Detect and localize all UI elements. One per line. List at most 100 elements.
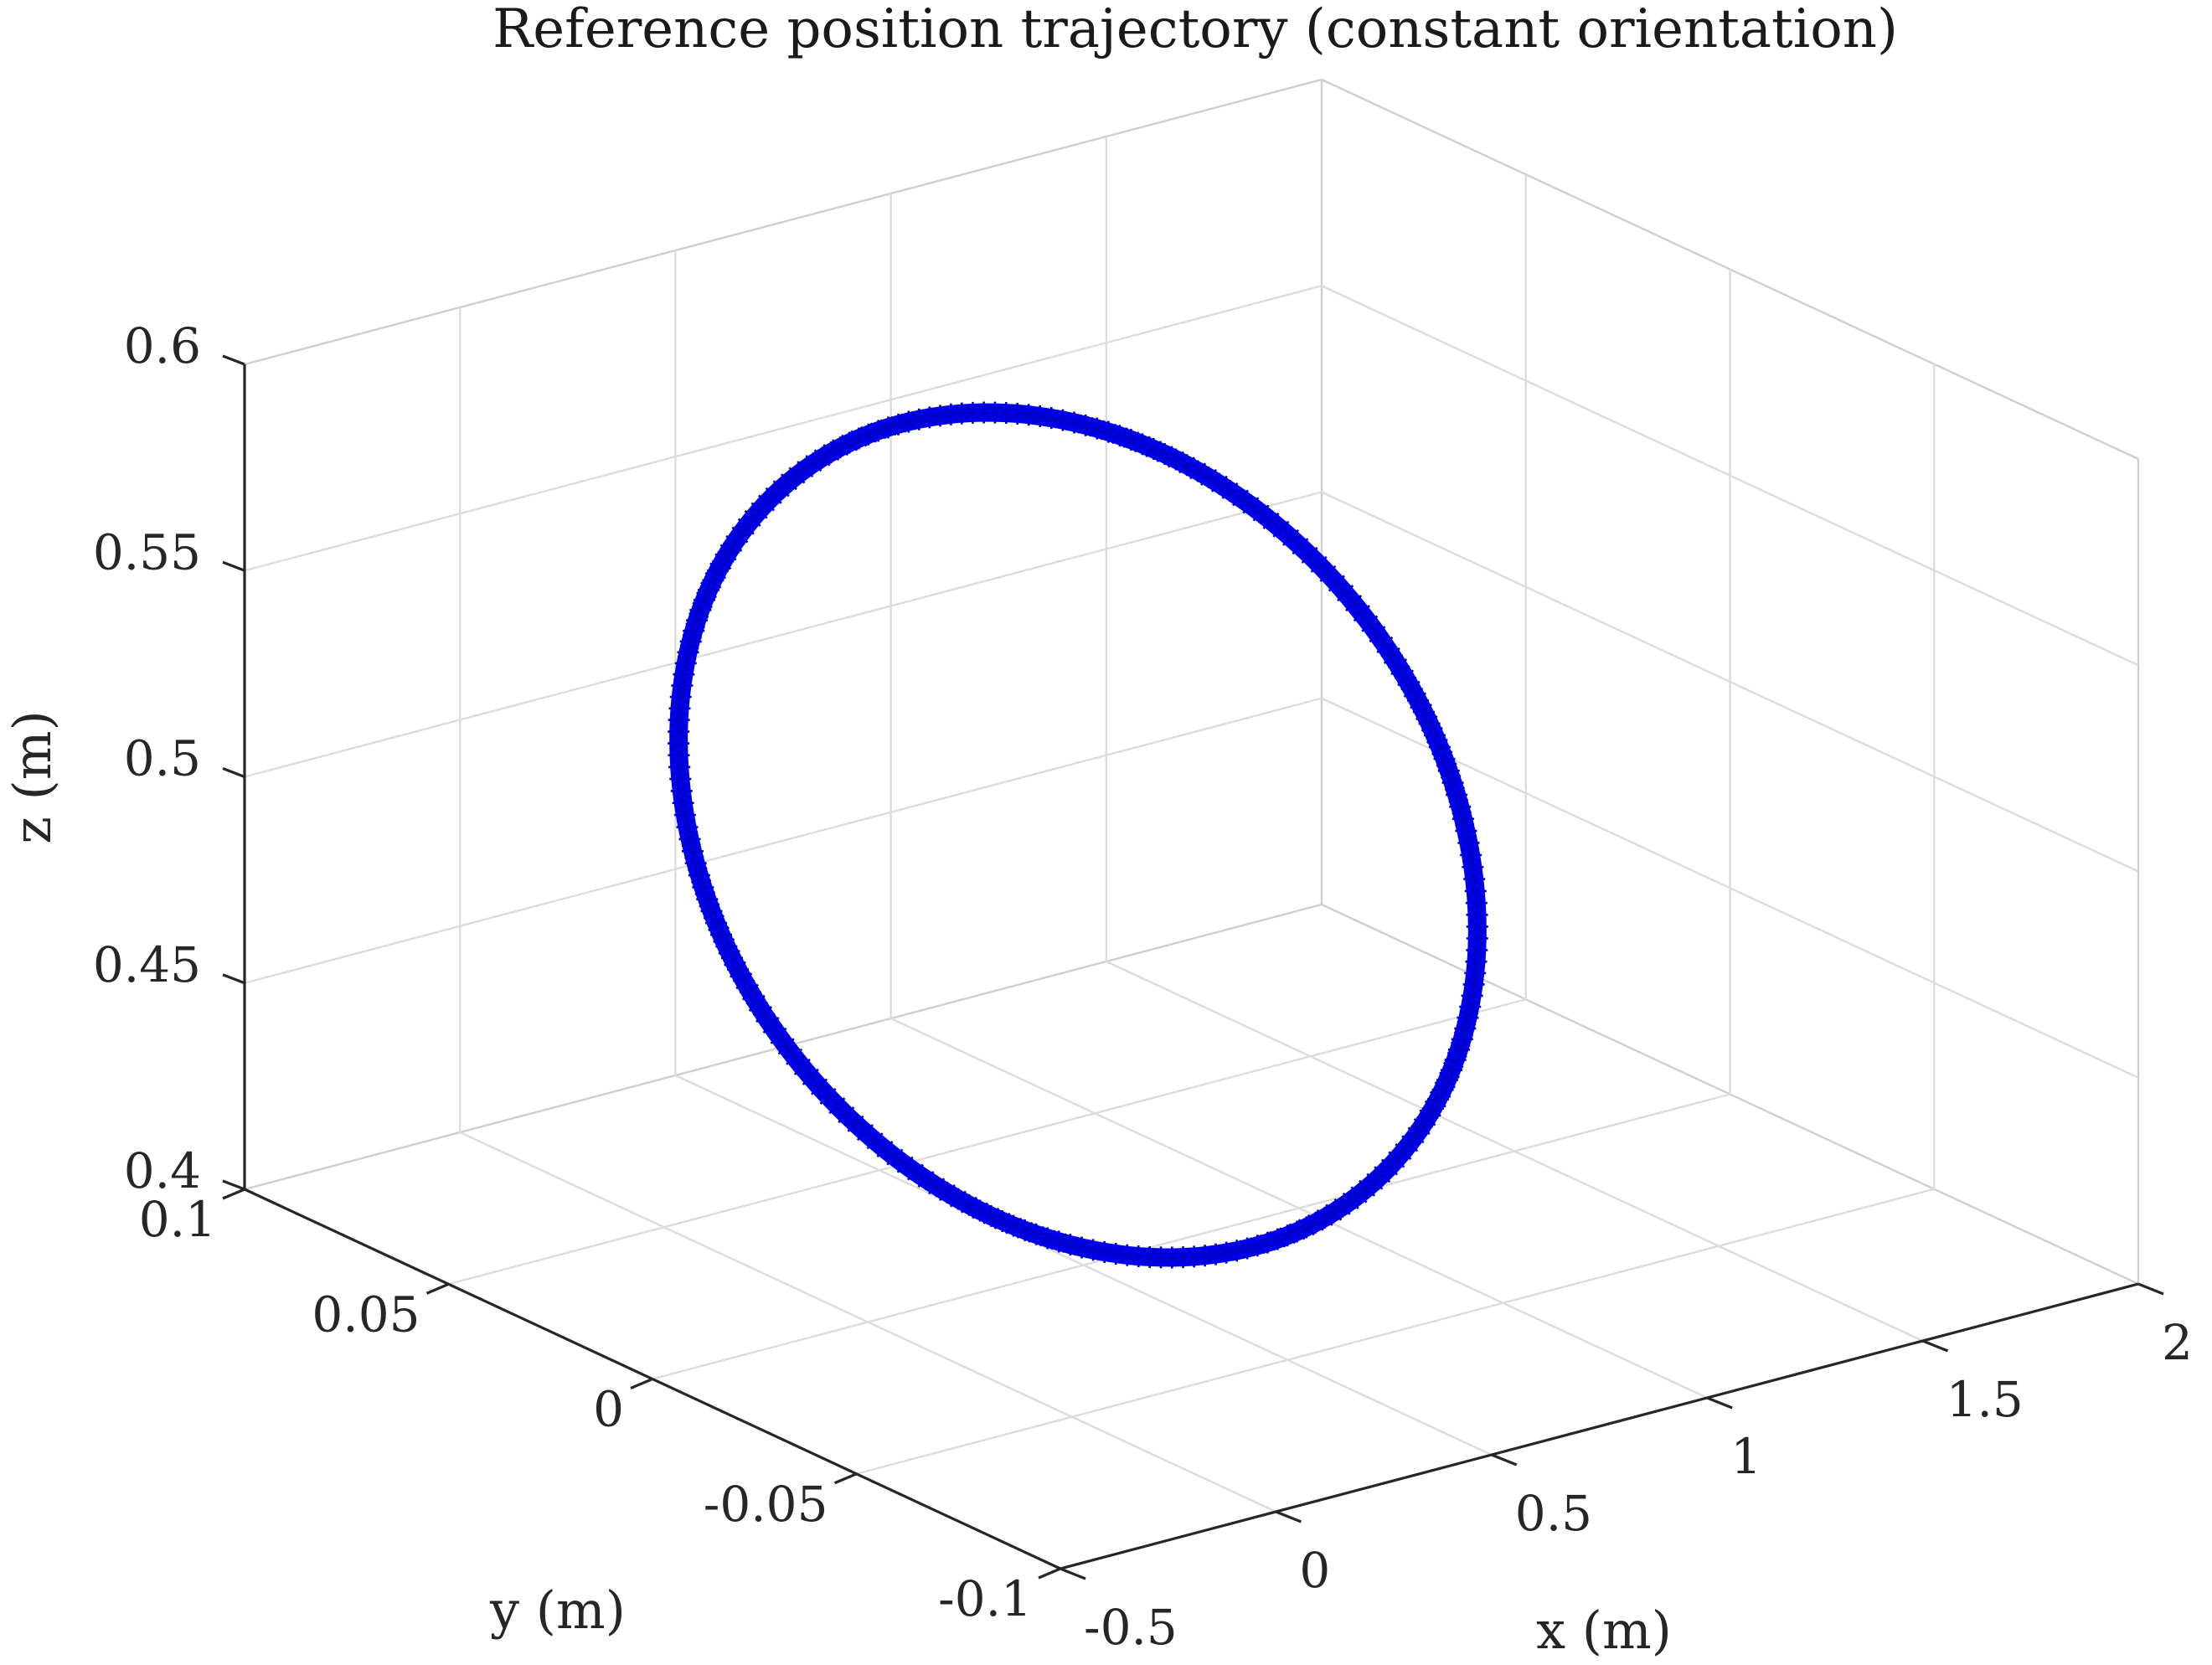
trajectory-marker-39 xyxy=(1444,1049,1467,1071)
x-tick-mark-0 xyxy=(1060,1567,1086,1580)
trajectory-marker-112 xyxy=(767,1024,790,1047)
grid-y-floor-2 xyxy=(652,1093,1730,1380)
trajectory-marker-7 xyxy=(1400,678,1423,700)
trajectory-marker-169 xyxy=(820,441,843,464)
trajectory-marker-67 xyxy=(1236,1237,1259,1260)
trajectory-marker-59 xyxy=(1313,1206,1336,1229)
trajectory-marker-202 xyxy=(1176,454,1199,477)
trajectory-marker-184 xyxy=(972,401,995,424)
trajectory-marker-123 xyxy=(700,900,723,922)
trajectory-marker-168 xyxy=(811,446,833,469)
trajectory-marker-145 xyxy=(677,641,699,663)
trajectory-marker-156 xyxy=(723,532,745,554)
trajectory-marker-44 xyxy=(1421,1097,1444,1120)
grid-z-right-wall-3 xyxy=(1321,285,2139,667)
trajectory-marker-148 xyxy=(686,609,709,631)
trajectory-marker-63 xyxy=(1276,1224,1299,1247)
trajectory-marker-9 xyxy=(1413,701,1436,724)
trajectory-marker-11 xyxy=(1423,724,1446,746)
axis-ticks: 0.4 0.45 0.5 0.55 0.6 -0.1 -0.05 0 0.05 0.1 -0.5 0 0… xyxy=(93,317,2193,1656)
trajectory-marker-219 xyxy=(1343,592,1365,615)
trajectory-marker-29 xyxy=(1466,939,1488,961)
trajectory-marker-88 xyxy=(1003,1214,1025,1237)
trajectory-marker-132 xyxy=(672,791,694,814)
trajectory-marker-185 xyxy=(983,401,1006,424)
y-tick-mark-1 xyxy=(833,1472,858,1485)
grid-y-floor-1 xyxy=(856,1188,1935,1475)
trajectory-marker-180 xyxy=(929,405,951,427)
trajectory-marker-81 xyxy=(1082,1239,1105,1261)
trajectory-marker-121 xyxy=(710,924,733,946)
trajectory-marker-17 xyxy=(1449,796,1472,818)
trajectory-marker-131 xyxy=(673,804,696,827)
trajectory-marker-28 xyxy=(1466,927,1488,950)
trajectory-marker-72 xyxy=(1183,1245,1205,1268)
axes-box xyxy=(244,78,2140,1286)
trajectory-marker-60 xyxy=(1304,1211,1327,1234)
trajectory-marker-190 xyxy=(1040,407,1063,430)
trajectory-marker-19 xyxy=(1455,820,1477,843)
trajectory-marker-24 xyxy=(1464,879,1487,902)
trajectory-marker-18 xyxy=(1452,807,1475,830)
trajectory-marker-199 xyxy=(1142,438,1165,461)
trajectory-marker-8 xyxy=(1407,689,1430,712)
z-tick-label-2: 0.5 xyxy=(124,730,201,787)
trajectory-marker-73 xyxy=(1172,1246,1194,1269)
trajectory-marker-14 xyxy=(1437,760,1460,782)
trajectory-marker-155 xyxy=(717,541,740,564)
y-tick-label-0: -0.1 xyxy=(938,1570,1032,1627)
trajectory-marker-64 xyxy=(1266,1228,1289,1250)
trajectory-marker-94 xyxy=(936,1182,958,1204)
trajectory-marker-133 xyxy=(670,780,693,802)
trajectory-marker-128 xyxy=(681,840,704,863)
trajectory-marker-146 xyxy=(679,630,702,652)
trajectory-marker-205 xyxy=(1208,472,1230,495)
trajectory-marker-117 xyxy=(733,970,755,992)
trajectory-marker-43 xyxy=(1426,1088,1449,1111)
trajectory-marker-93 xyxy=(946,1188,969,1210)
trajectory-marker-83 xyxy=(1059,1234,1081,1256)
grid-y-floor-3 xyxy=(448,998,1527,1286)
trajectory-marker-69 xyxy=(1215,1241,1238,1264)
trajectory-marker-47 xyxy=(1405,1124,1427,1147)
trajectory-marker-102 xyxy=(853,1121,876,1144)
trajectory-marker-40 xyxy=(1440,1059,1462,1081)
trajectory-marker-140 xyxy=(668,697,691,719)
trajectory-marker-216 xyxy=(1317,563,1339,585)
trajectory-marker-210 xyxy=(1260,509,1282,532)
trajectory-marker-220 xyxy=(1350,602,1373,625)
trajectory-marker-200 xyxy=(1153,443,1176,466)
trajectory-marker-3 xyxy=(1374,633,1396,656)
box-top-back-left-edge xyxy=(244,78,1323,366)
trajectory-marker-188 xyxy=(1018,404,1040,426)
trajectory-marker-4 xyxy=(1380,644,1403,667)
trajectory-marker-42 xyxy=(1431,1079,1454,1101)
x-tick-mark-4 xyxy=(1922,1339,1949,1353)
trajectory-marker-211 xyxy=(1270,518,1292,540)
trajectory-marker-139 xyxy=(668,709,690,731)
x-tick-mark-1 xyxy=(1275,1510,1302,1523)
trajectory-marker-142 xyxy=(671,674,694,697)
trajectory-marker-16 xyxy=(1446,783,1468,806)
trajectory-marker-61 xyxy=(1295,1216,1317,1239)
trajectory-marker-137 xyxy=(668,732,690,755)
trajectory-marker-197 xyxy=(1120,429,1142,451)
trajectory-marker-103 xyxy=(844,1112,867,1135)
trajectory-marker-41 xyxy=(1436,1069,1458,1091)
trajectory-marker-92 xyxy=(957,1193,980,1216)
trajectory-marker-68 xyxy=(1225,1240,1248,1262)
x-tick-mark-3 xyxy=(1706,1396,1733,1410)
trajectory-marker-127 xyxy=(684,852,707,874)
trajectory-marker-12 xyxy=(1428,735,1451,758)
trajectory-marker-152 xyxy=(702,569,724,591)
z-tick-mark-1 xyxy=(222,973,245,985)
trajectory-marker-116 xyxy=(739,981,761,1003)
trajectory-marker-198 xyxy=(1131,433,1153,456)
grid-z-right-wall-2 xyxy=(1321,491,2139,873)
trajectory-marker-1 xyxy=(1359,612,1381,635)
trajectory-marker-179 xyxy=(918,406,941,429)
trajectory-marker-149 xyxy=(689,599,712,621)
trajectory-marker-175 xyxy=(877,416,900,439)
trajectory-marker-57 xyxy=(1331,1195,1353,1218)
trajectory-marker-183 xyxy=(962,401,984,424)
